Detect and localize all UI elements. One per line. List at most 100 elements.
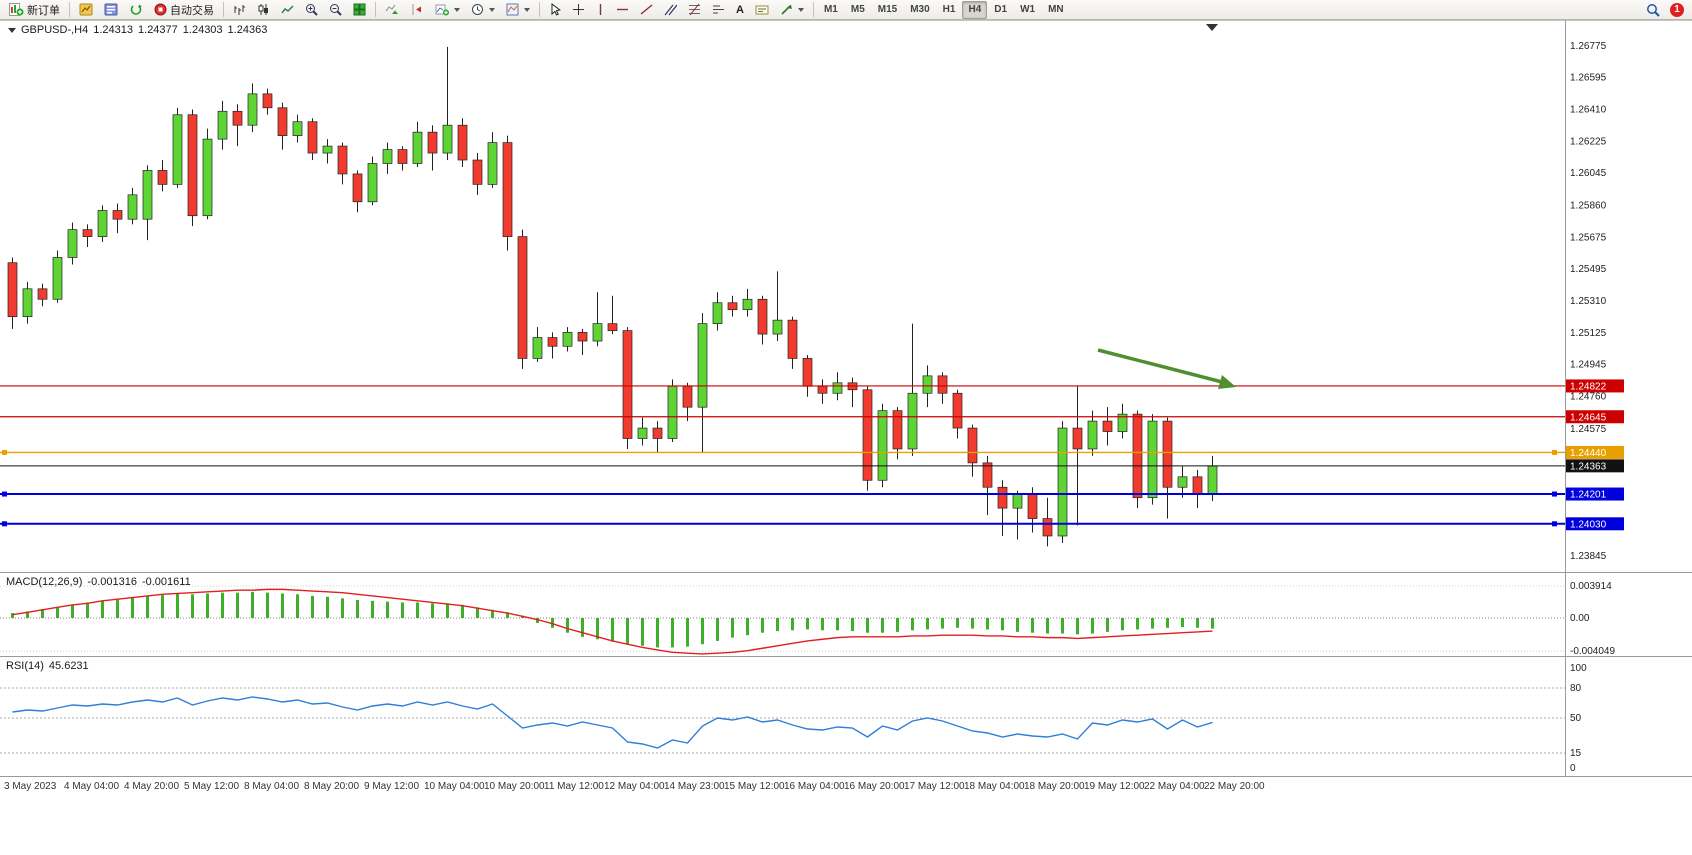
vertical-line-icon [599,4,602,15]
macd-signal-value: -0.001611 [141,576,191,588]
rsi-panel: 100 80 50 15 0 [0,663,1587,774]
svg-text:1.26045: 1.26045 [1570,168,1607,179]
timeframe-h1-button[interactable]: H1 [942,4,956,15]
cursor-icon [551,3,561,16]
zoom-out-button[interactable] [324,1,347,19]
auto-scroll-button[interactable] [380,1,404,19]
bar-chart-button[interactable] [228,1,251,19]
arrow-objects-button[interactable] [775,1,809,19]
zoom-in-button[interactable] [300,1,323,19]
svg-text:-0.004049: -0.004049 [1570,646,1615,657]
svg-text:1.24363: 1.24363 [1570,461,1607,472]
svg-text:0: 0 [1570,763,1576,774]
ohlc-close: 1.24363 [227,24,268,36]
fibonacci-icon [689,3,700,16]
cursor-tool-button[interactable] [544,1,566,19]
text-label-tool-button[interactable] [750,1,774,19]
tile-windows-button[interactable] [348,1,371,19]
svg-text:4 May 04:00: 4 May 04:00 [64,781,119,792]
line-end-marker[interactable] [1552,449,1557,455]
chart-shift-marker[interactable] [1206,24,1218,31]
symbol-title: GBPUSD-,H4 [21,24,89,36]
price-axis: 1.26775 1.26595 1.26410 1.26225 1.26045 1.258… [1570,41,1607,562]
autotrading-button[interactable]: 自动交易 [149,1,219,19]
refresh-button[interactable] [124,1,148,19]
svg-text:15: 15 [1570,748,1582,759]
time-axis: 3 May 2023 4 May 04:00 4 May 20:00 5 May 12… [4,781,1265,792]
svg-text:19 May 12:00: 19 May 12:00 [1084,781,1145,792]
line-end-marker[interactable] [1552,491,1557,497]
clock-icon [472,4,483,15]
add-indicator-icon [435,4,449,16]
svg-text:17 May 12:00: 17 May 12:00 [904,781,965,792]
svg-text:15 May 12:00: 15 May 12:00 [724,781,785,792]
vertical-line-tool-button[interactable] [591,1,610,19]
svg-text:1.24945: 1.24945 [1570,360,1607,371]
search-icon [1647,3,1660,17]
candlestick-chart-button[interactable] [252,1,275,19]
periods-button[interactable] [466,1,500,19]
svg-text:1.26410: 1.26410 [1570,105,1607,116]
svg-text:1.26225: 1.26225 [1570,137,1607,148]
timeframe-m15-button[interactable]: M15 [877,4,898,15]
new-order-button[interactable]: 新订单 [4,1,65,19]
template-icon [506,3,519,16]
auto-scroll-icon [385,4,398,14]
trendline-tool-button[interactable] [635,1,658,19]
svg-text:10 May 20:00: 10 May 20:00 [484,781,545,792]
svg-text:1.25675: 1.25675 [1570,232,1607,243]
svg-text:1.24440: 1.24440 [1570,448,1607,459]
horizontal-level-lines[interactable]: 1.24822 1.24645 1.24440 1.24363 1.24201 1.240… [0,379,1624,531]
new-chart-button[interactable] [74,1,98,19]
rsi-name: RSI(14) [6,660,44,672]
timeframe-h4-button[interactable]: H4 [962,0,988,19]
crosshair-icon [573,4,584,15]
line-end-marker[interactable] [2,449,7,455]
toolbar-separator [69,2,70,17]
timeframe-mn-button[interactable]: MN [1048,4,1064,15]
price-tag-1.24030 [1566,517,1624,531]
chart-shift-button[interactable] [405,1,429,19]
levels-tool-button[interactable] [707,1,730,19]
ohlc-high: 1.24377 [138,24,178,36]
templates-button[interactable] [501,1,535,19]
new-order-label: 新订单 [27,4,60,17]
line-chart-button[interactable] [276,1,299,19]
search-button[interactable] [1641,1,1665,19]
profiles-icon [104,3,118,16]
line-end-marker[interactable] [2,491,7,497]
bar-chart-icon [234,5,245,15]
one-click-trading-toggle[interactable] [8,28,16,33]
fibonacci-tool-button[interactable] [683,1,706,19]
crosshair-tool-button[interactable] [567,1,590,19]
autotrading-label: 自动交易 [170,4,214,17]
svg-text:14 May 23:00: 14 May 23:00 [664,781,725,792]
channel-tool-button[interactable] [659,1,682,19]
timeframe-m5-button[interactable]: M5 [850,4,865,15]
line-end-marker[interactable] [1552,521,1557,527]
timeframe-m30-button[interactable]: M30 [910,4,930,15]
text-tool-button[interactable]: A [731,1,749,19]
notification-badge[interactable]: 1 [1670,2,1684,17]
svg-text:80: 80 [1570,683,1582,694]
trend-arrow-annotation[interactable] [1097,348,1236,389]
timeframe-d1-button[interactable]: D1 [994,4,1008,15]
svg-text:1.24645: 1.24645 [1570,412,1607,423]
horizontal-levels-icon [713,5,724,14]
timeframe-w1-button[interactable]: W1 [1020,4,1036,15]
timeframe-m1-button[interactable]: M1 [823,4,838,15]
profiles-button[interactable] [99,1,123,19]
toolbar-separator [812,2,814,17]
svg-text:1.25495: 1.25495 [1570,264,1607,275]
chevron-down-icon [454,7,460,12]
svg-text:1.24822: 1.24822 [1570,381,1607,392]
line-end-marker[interactable] [2,521,7,527]
macd-panel: 0.003914 0.00 -0.004049 [0,581,1615,657]
rsi-label: RSI(14) 45.6231 [6,660,94,672]
svg-text:1.26775: 1.26775 [1570,41,1607,52]
add-indicator-button[interactable] [430,1,465,19]
horizontal-line-tool-button[interactable] [611,1,634,19]
chevron-down-icon [524,7,530,12]
macd-histogram [11,591,1214,648]
